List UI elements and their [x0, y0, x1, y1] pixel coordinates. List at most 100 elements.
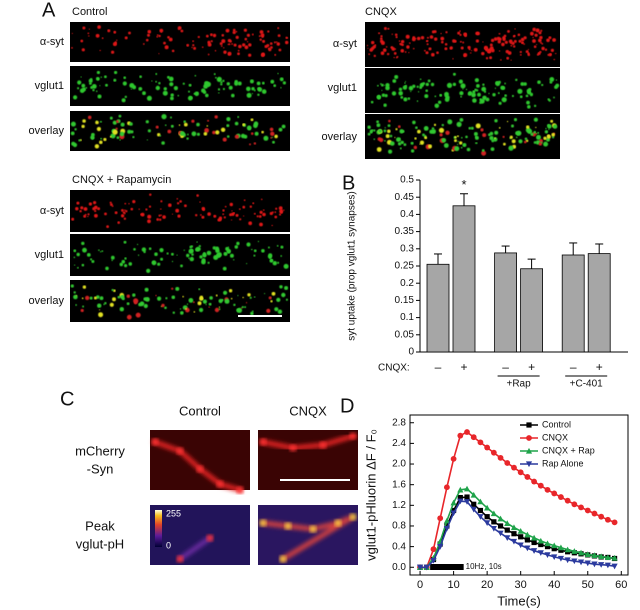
puncta [281, 292, 286, 298]
puncta [482, 41, 484, 43]
puncta [129, 122, 133, 126]
puncta [285, 40, 289, 45]
puncta [186, 303, 189, 305]
puncta [124, 95, 128, 99]
puncta [368, 53, 371, 56]
puncta [86, 253, 91, 257]
puncta [549, 53, 552, 56]
puncta [176, 198, 179, 200]
puncta [95, 120, 99, 125]
puncta [76, 252, 80, 257]
puncta [434, 37, 438, 41]
puncta [235, 35, 239, 40]
puncta [388, 149, 393, 154]
puncta [277, 261, 280, 264]
marker [504, 520, 511, 526]
y-tick-label: 0.45 [395, 192, 415, 203]
puncta [146, 95, 152, 101]
puncta [334, 519, 342, 527]
puncta [276, 245, 279, 247]
puncta [430, 82, 435, 87]
puncta [247, 293, 251, 297]
micrograph-bg [70, 234, 290, 276]
puncta [80, 308, 84, 313]
puncta [474, 78, 479, 83]
puncta [122, 81, 127, 86]
puncta [425, 89, 429, 92]
puncta [268, 48, 272, 52]
puncta [231, 43, 234, 45]
puncta [217, 88, 221, 91]
marker [511, 531, 517, 537]
puncta [547, 53, 550, 56]
puncta [196, 465, 204, 473]
puncta [277, 72, 279, 75]
puncta [485, 48, 489, 52]
puncta [82, 87, 86, 92]
puncta [125, 210, 128, 213]
puncta [404, 81, 407, 83]
puncta [464, 34, 467, 37]
puncta [81, 241, 85, 246]
puncta [229, 40, 232, 43]
puncta [237, 116, 240, 118]
puncta [169, 82, 174, 87]
puncta [158, 214, 161, 217]
puncta [246, 242, 251, 247]
row-label: vglut1 [328, 82, 357, 94]
process [260, 433, 356, 451]
puncta [391, 33, 393, 35]
puncta [128, 31, 131, 35]
puncta [459, 33, 462, 37]
puncta [148, 205, 152, 208]
puncta [275, 207, 278, 210]
puncta [208, 306, 210, 308]
puncta [424, 49, 426, 52]
puncta [90, 258, 93, 261]
puncta [225, 28, 230, 33]
puncta [171, 295, 176, 300]
puncta [207, 261, 210, 264]
x-tick-label: 10 [447, 579, 459, 591]
puncta [381, 93, 386, 97]
puncta [220, 127, 226, 132]
marker [477, 507, 484, 514]
puncta [494, 130, 499, 135]
puncta [115, 127, 118, 130]
marker [504, 460, 511, 466]
puncta [555, 79, 558, 81]
puncta [70, 284, 74, 288]
puncta [189, 248, 194, 253]
puncta [367, 47, 369, 49]
puncta [424, 94, 429, 99]
puncta [514, 28, 516, 30]
puncta [114, 211, 118, 215]
category-title: CNQX: [378, 363, 410, 374]
puncta [454, 146, 460, 152]
plot-frame [409, 414, 629, 576]
puncta [218, 306, 221, 308]
marker [571, 558, 578, 565]
marker [504, 527, 510, 533]
puncta [405, 34, 410, 39]
puncta [221, 34, 225, 37]
puncta [236, 486, 244, 494]
puncta [233, 303, 236, 307]
puncta [453, 39, 457, 43]
puncta [452, 72, 456, 76]
puncta [270, 46, 273, 49]
puncta [509, 135, 513, 139]
puncta [551, 132, 555, 137]
puncta [182, 82, 185, 85]
puncta [83, 214, 87, 218]
puncta [245, 302, 248, 304]
puncta [411, 37, 416, 42]
puncta [163, 87, 167, 91]
puncta [212, 246, 216, 250]
puncta [404, 82, 406, 84]
puncta [431, 30, 435, 34]
puncta [525, 50, 529, 54]
puncta [416, 85, 419, 89]
puncta [454, 139, 457, 143]
puncta [238, 208, 241, 211]
